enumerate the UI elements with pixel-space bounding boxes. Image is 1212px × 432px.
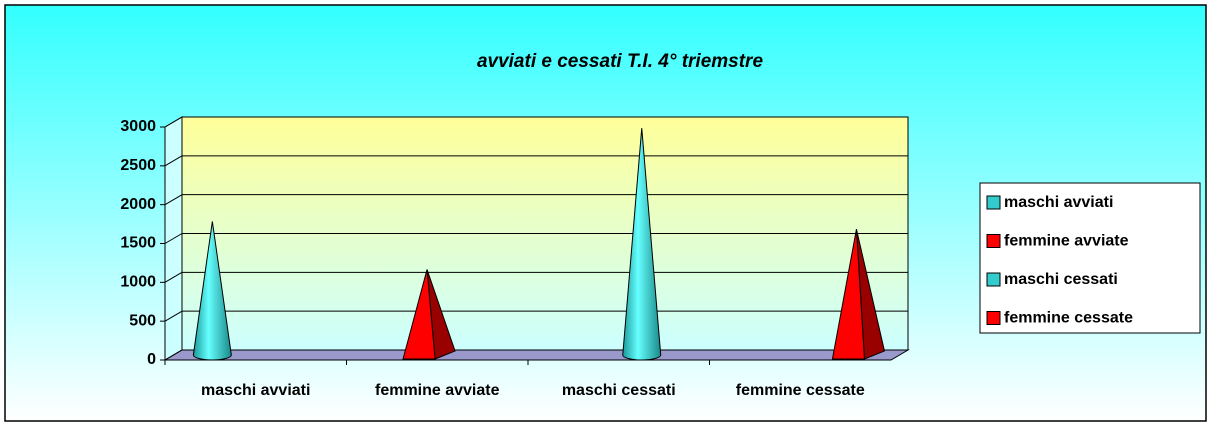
chart-title: avviati e cessati T.I. 4° triemstre xyxy=(477,51,764,72)
cone xyxy=(192,221,232,361)
legend-label: femmine cessate xyxy=(1004,310,1133,327)
x-tick-label: maschi cessati xyxy=(562,382,676,399)
y-tick-label: 500 xyxy=(129,312,156,329)
grid-line xyxy=(164,349,183,361)
grid-line xyxy=(164,155,183,167)
grid-line xyxy=(164,116,183,128)
y-tick-label: 2000 xyxy=(120,196,156,213)
grid-line xyxy=(164,233,183,244)
legend-swatch xyxy=(986,311,1001,325)
y-tick-label: 1500 xyxy=(120,235,156,252)
x-tick-label: femmine cessate xyxy=(736,382,865,399)
grid-line xyxy=(164,310,183,322)
grid-line xyxy=(164,194,183,206)
y-tick-label: 1000 xyxy=(120,274,156,291)
cone xyxy=(622,128,662,361)
legend-swatch xyxy=(986,234,1001,248)
grid-line xyxy=(164,271,183,283)
y-tick-label: 0 xyxy=(147,351,156,368)
pyramid xyxy=(402,269,436,360)
legend-label: maschi avviati xyxy=(1004,194,1113,211)
legend xyxy=(979,182,1201,334)
legend-label: maschi cessati xyxy=(1004,271,1118,288)
legend-swatch xyxy=(986,195,1001,210)
floor xyxy=(163,349,910,361)
legend-swatch xyxy=(986,272,1001,287)
y-tick-label: 3000 xyxy=(120,118,156,135)
pyramid xyxy=(831,229,865,360)
x-tick-label: femmine avviate xyxy=(375,382,500,399)
x-tick-label: maschi avviati xyxy=(201,382,310,399)
y-tick-label: 2500 xyxy=(120,157,156,174)
legend-label: femmine avviate xyxy=(1004,233,1129,250)
